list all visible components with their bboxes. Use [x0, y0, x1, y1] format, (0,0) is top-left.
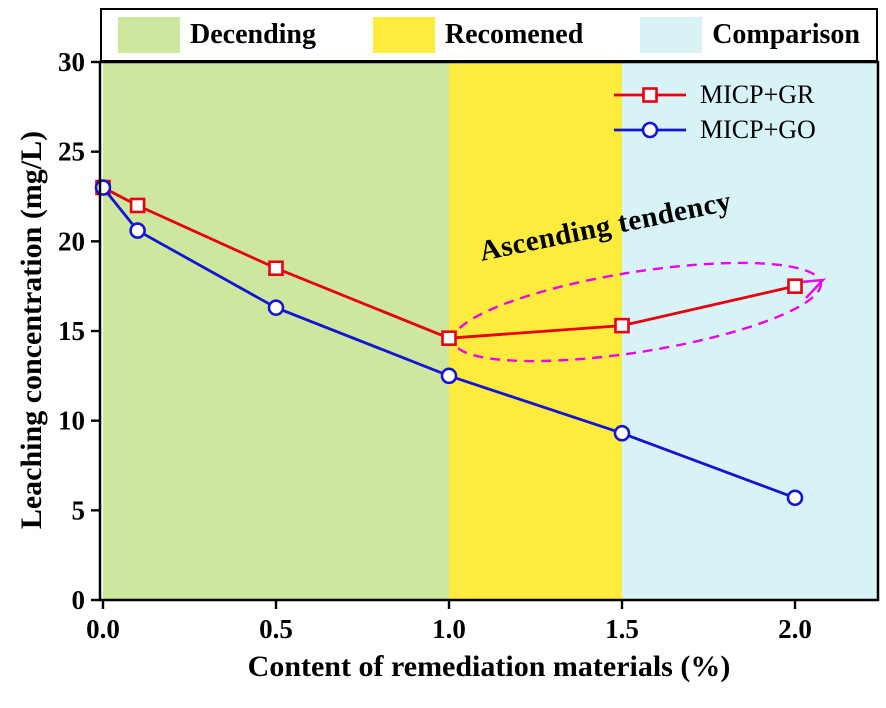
y-axis-title: Leaching concentration (mg/L): [15, 130, 48, 530]
marker-MICP+GO: [440, 367, 458, 385]
decending-swatch-rect: [118, 17, 180, 53]
y-tick-label: 20: [58, 226, 85, 256]
micp-go-legend-circle: [641, 121, 659, 139]
ellipse-arrowhead: [800, 278, 827, 299]
x-tick-label: 1.5: [605, 614, 639, 644]
x-tick-label: 2.0: [778, 614, 812, 644]
marker-MICP+GO: [94, 179, 112, 196]
recomened-swatch-icon: [372, 17, 435, 53]
legend-row-micp-go: MICP+GO: [612, 115, 816, 145]
band-comparison: [622, 62, 878, 600]
region-label-decending: Decending: [190, 19, 316, 50]
x-tick-label: 0.5: [259, 614, 293, 644]
marker-MICP+GO: [267, 299, 285, 316]
legend-label-micp-go: MICP+GO: [700, 115, 816, 144]
x-tick-label: 1.0: [432, 614, 466, 644]
y-tick-label: 25: [58, 137, 85, 167]
x-axis-title: Content of remediation materials (%): [247, 650, 731, 683]
marker-MICP+GR: [129, 197, 146, 214]
marker-MICP+GR: [268, 260, 284, 277]
x-tick-label: 0.0: [86, 614, 120, 644]
marker-MICP+GO: [129, 222, 146, 239]
marker-MICP+GO: [786, 489, 804, 507]
region-zone-comparison: Comparison: [640, 17, 860, 53]
series-line-MICP+GO: [101, 186, 796, 500]
region-zone-recomened: Recomened: [372, 17, 584, 53]
y-tick-label: 5: [72, 495, 86, 525]
y-tick-label: 30: [58, 47, 85, 77]
comparison-swatch-icon: [640, 17, 703, 53]
region-legend-band: Decending Recomened Comparison: [100, 8, 878, 62]
region-zone-decending: Decending: [118, 17, 316, 53]
y-tick-label: 10: [58, 406, 85, 436]
region-label-comparison: Comparison: [712, 19, 860, 50]
region-label-recomened: Recomened: [444, 19, 584, 50]
micp-gr-legend-square: [642, 87, 658, 103]
band-decending: [103, 62, 449, 600]
micp-gr-marker-icon: [614, 87, 686, 103]
legend-label-micp-gr: MICP+GR: [700, 80, 815, 109]
marker-MICP+GR: [614, 317, 630, 334]
comparison-swatch-rect: [640, 17, 703, 53]
y-tick-label: 15: [58, 316, 85, 346]
micp-go-marker-icon: [614, 121, 686, 139]
marker-MICP+GO: [613, 424, 631, 442]
series-legend: MICP+GR MICP+GO: [612, 80, 816, 145]
recomened-swatch-rect: [372, 17, 435, 53]
marker-MICP+GR: [787, 278, 803, 294]
y-tick-label: 0: [72, 585, 86, 615]
legend-row-micp-gr: MICP+GR: [612, 80, 816, 110]
decending-swatch-icon: [118, 17, 180, 53]
marker-MICP+GR: [441, 330, 457, 346]
